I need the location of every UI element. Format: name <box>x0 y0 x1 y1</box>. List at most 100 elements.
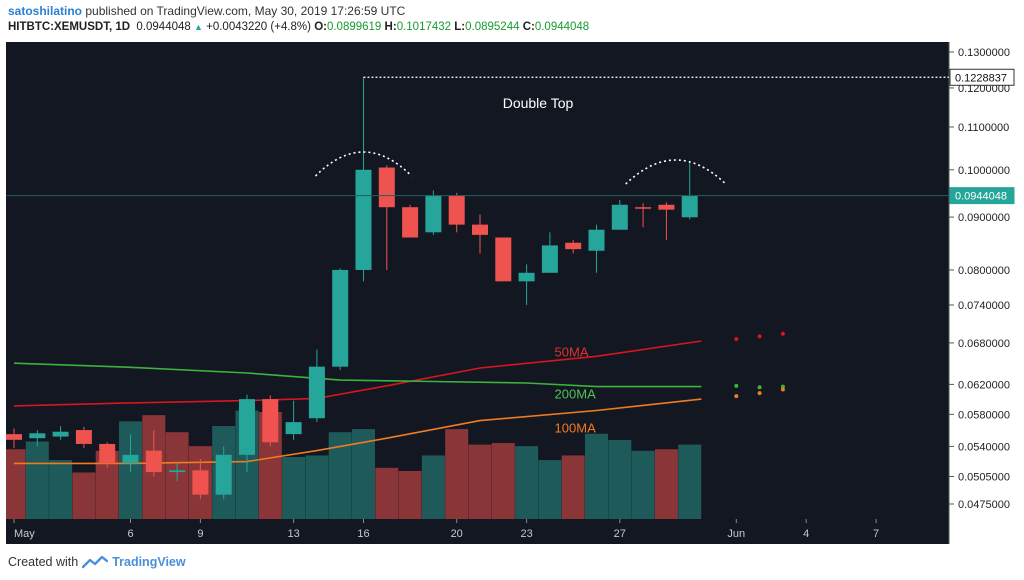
publish-info: published on TradingView.com, May 30, 20… <box>85 4 406 18</box>
author-link[interactable]: satoshilatino <box>8 4 83 18</box>
close-label: C: <box>522 21 535 33</box>
price-tick-label: 0.1300000 <box>958 47 1010 59</box>
low-label: L: <box>454 21 466 33</box>
ma50-projection-dot <box>780 331 785 336</box>
last-price-label: 0.0944048 <box>955 191 1007 203</box>
peak-price-label-bg <box>949 68 1015 86</box>
double-top-label: Double Top <box>503 95 574 111</box>
open-label: O: <box>314 21 327 33</box>
candle-body <box>99 443 116 464</box>
last-price: 0.0944048 <box>136 21 191 33</box>
volume-bar <box>538 460 562 519</box>
price-tick-label: 0.0505000 <box>958 472 1010 484</box>
ma100-label: 100MA <box>555 421 597 436</box>
volume-bar <box>491 443 515 519</box>
candle-body <box>541 245 558 273</box>
high-label: H: <box>384 21 397 33</box>
date-axis-background <box>6 519 949 544</box>
chart-frame[interactable]: 50MA 200MA 100MA Double Top 0.1300000 0.120… <box>2 42 1018 544</box>
footer-created-text: Created with <box>8 555 79 569</box>
ma50-projection-dot <box>734 336 739 341</box>
ma50-label: 50MA <box>555 344 589 359</box>
volume-bar <box>561 455 585 519</box>
double-top-arc-left <box>314 151 413 177</box>
candle-body <box>308 366 325 419</box>
candle-body <box>635 207 652 209</box>
symbol-label[interactable]: HITBTC:XEMUSDT, 1D <box>8 21 131 33</box>
double-top-arc-right <box>625 159 727 185</box>
price-tick-label: 0.0800000 <box>958 265 1010 277</box>
footer: Created with TradingView <box>8 555 186 569</box>
date-tick-label: 7 <box>873 528 879 540</box>
ma200-projection-dot <box>734 383 739 388</box>
ma200-label: 200MA <box>555 386 597 401</box>
publish-header: satoshilatino published on TradingView.c… <box>8 4 405 18</box>
price-change: +0.0043220 (+4.8%) <box>206 21 311 33</box>
triangle-up-icon: ▲ <box>194 22 203 32</box>
candle-body <box>518 272 535 282</box>
volume-bar <box>328 432 352 519</box>
low-value: 0.0895244 <box>465 21 520 33</box>
volume-bar <box>72 472 96 519</box>
candle-body <box>332 269 349 367</box>
candle-body <box>448 195 465 225</box>
candle-body <box>565 242 582 250</box>
candle-body <box>262 399 279 443</box>
peak-price-label: 0.1228837 <box>955 72 1007 84</box>
volume-bar <box>49 460 73 519</box>
volume-bar <box>421 455 445 519</box>
candle-body <box>355 169 372 270</box>
candle-body <box>681 195 698 218</box>
candle-layer <box>6 77 698 500</box>
last-price-label-bg <box>949 187 1015 205</box>
ma100-projection-dot <box>734 394 739 399</box>
candle-body <box>658 204 675 210</box>
volume-bar <box>305 455 329 519</box>
date-tick-label: 23 <box>520 528 532 540</box>
candle-body <box>472 224 488 235</box>
candle-body <box>122 454 139 464</box>
candle-body <box>611 204 628 230</box>
candle-body <box>239 399 255 455</box>
volume-bar <box>654 449 678 519</box>
volume-bar <box>631 450 655 519</box>
price-tick-label: 0.0900000 <box>958 212 1010 224</box>
volume-bar <box>352 429 375 519</box>
date-tick-label: 20 <box>451 528 463 540</box>
ma200-projection-dot <box>757 385 762 390</box>
volume-bar <box>375 467 399 519</box>
candle-body <box>402 207 419 238</box>
candle-body <box>145 450 162 473</box>
price-tick-label: 0.0680000 <box>958 338 1010 350</box>
candle-body <box>192 470 209 495</box>
volume-bar <box>515 446 539 519</box>
candle-body <box>588 229 605 251</box>
volume-bar <box>585 433 608 519</box>
ma50-line <box>13 340 702 407</box>
candle-body <box>425 195 442 233</box>
price-axis[interactable]: 0.1300000 0.1200000 0.1100000 0.1000000 0.09… <box>949 47 1015 511</box>
ma50-projection-dot <box>757 334 762 339</box>
date-axis[interactable]: May 6 9 13 16 20 23 27 Jun 4 7 <box>13 519 879 540</box>
high-value: 0.1017432 <box>396 21 452 33</box>
price-axis-background <box>949 42 1018 544</box>
date-tick-label: Jun <box>727 528 745 540</box>
date-tick-label: 4 <box>803 528 809 540</box>
price-tick-label: 0.1100000 <box>958 122 1009 134</box>
price-tick-label: 0.0540000 <box>958 441 1010 453</box>
annotation-layer: Double Top <box>6 76 949 197</box>
volume-bar <box>95 450 119 519</box>
footer-brand[interactable]: TradingView <box>112 555 186 569</box>
candle-body <box>378 167 395 208</box>
tradingview-logo-icon <box>82 555 109 569</box>
ma200-line <box>13 362 702 388</box>
date-tick-label: 6 <box>127 528 133 540</box>
volume-bar <box>2 449 26 519</box>
price-tick-label: 0.0620000 <box>958 379 1010 391</box>
ma100-projection-dot <box>780 387 785 392</box>
ma100-projection-dot <box>757 391 762 396</box>
candlestick-chart[interactable]: 50MA 200MA 100MA Double Top 0.1300000 0.120… <box>2 42 1018 544</box>
symbol-header: HITBTC:XEMUSDT, 1D 0.0944048 ▲ +0.004322… <box>8 21 589 33</box>
price-tick-label: 0.0475000 <box>958 499 1010 511</box>
open-value: 0.0899619 <box>326 21 382 33</box>
